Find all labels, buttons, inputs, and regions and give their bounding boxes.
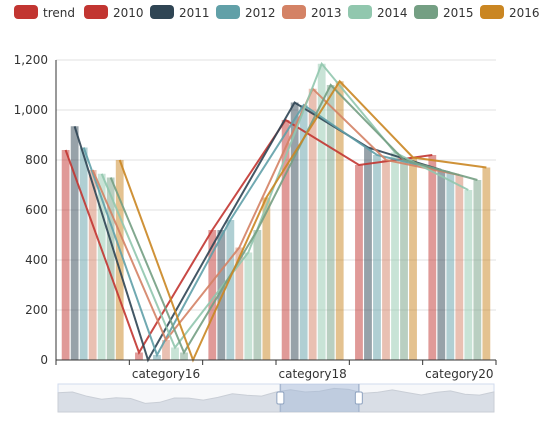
legend-label-2015[interactable]: 2015 [443, 6, 474, 20]
bar-2013-category15[interactable] [88, 170, 97, 360]
line-series-2015[interactable] [109, 83, 478, 355]
bar-2015-category17[interactable] [253, 230, 262, 360]
axes: 0 200 400 600 800 1,000 1,200 category16 categor… [14, 53, 497, 381]
bar-2016-category17[interactable] [262, 197, 271, 361]
legend-swatch-2010[interactable] [84, 5, 108, 19]
bar-2014-category18[interactable] [317, 63, 326, 360]
x-tick-label: category20 [425, 367, 493, 381]
bar-2012-category19[interactable] [373, 155, 381, 360]
legend-label-2014[interactable]: 2014 [377, 6, 408, 20]
legend-label-2011[interactable]: 2011 [179, 6, 210, 20]
bar-2015-category18[interactable] [326, 85, 335, 360]
bar-2016-category15[interactable] [115, 160, 124, 360]
bar-2013-category20[interactable] [455, 175, 464, 360]
legend-swatch-trend[interactable] [14, 5, 38, 19]
legend: trend 2010 2011 2012 2013 2014 2015 2016 [14, 5, 540, 20]
bar-2012-category15[interactable] [79, 147, 88, 361]
x-tick-label: category16 [132, 367, 200, 381]
bar-2011-category20[interactable] [437, 170, 446, 360]
bar-2010-category15[interactable] [61, 150, 70, 360]
bar-2010-category18[interactable] [281, 120, 290, 360]
bar-2011-category15[interactable] [70, 126, 79, 360]
y-tick-label: 1,000 [14, 103, 48, 117]
bar-2013-category19[interactable] [382, 160, 390, 360]
legend-swatch-2014[interactable] [348, 5, 372, 19]
x-tick-label: category18 [279, 367, 347, 381]
legend-swatch-2011[interactable] [150, 5, 174, 19]
line-series-2012[interactable] [82, 103, 451, 358]
legend-label-2012[interactable]: 2012 [245, 6, 276, 20]
bar-2012-category18[interactable] [299, 105, 308, 360]
y-tick-label: 400 [25, 253, 48, 267]
bars [61, 63, 491, 361]
legend-swatch-2016[interactable] [480, 5, 504, 19]
bar-2014-category20[interactable] [464, 190, 473, 360]
bar-2015-category15[interactable] [106, 177, 115, 361]
zoom-handle-left[interactable] [276, 391, 285, 405]
bar-2011-category19[interactable] [364, 147, 372, 361]
bar-2016-category18[interactable] [335, 81, 344, 360]
series-lines [64, 61, 487, 363]
bar-2010-category20[interactable] [428, 155, 437, 360]
bar-2011-category18[interactable] [290, 102, 299, 361]
y-tick-label: 200 [25, 303, 48, 317]
legend-label-trend[interactable]: trend [43, 6, 75, 20]
zoom-window[interactable] [280, 384, 359, 412]
line-series-2013[interactable] [91, 87, 460, 342]
zoom-preview [57, 387, 495, 413]
bar-2014-category16[interactable] [171, 347, 179, 361]
bar-2010-category19[interactable] [355, 165, 363, 360]
bar-2014-category17[interactable] [244, 252, 253, 361]
bar-2010-category16[interactable] [135, 352, 143, 361]
line-series-2011[interactable] [73, 101, 442, 363]
zoom-handle-right[interactable] [354, 391, 363, 405]
bar-2013-category16[interactable] [162, 340, 170, 360]
grid [56, 59, 496, 311]
bar-2015-category19[interactable] [400, 160, 408, 360]
bar-2016-category20[interactable] [482, 167, 491, 361]
bar-2013-category17[interactable] [235, 247, 244, 361]
bar-2012-category16[interactable] [153, 355, 161, 360]
bar-2016-category19[interactable] [409, 157, 417, 361]
datazoom-slider[interactable] [57, 383, 495, 413]
bar-2012-category17[interactable] [226, 220, 235, 360]
line-series-2010[interactable] [64, 118, 433, 355]
line-series-2014[interactable] [100, 61, 469, 350]
legend-label-2010[interactable]: 2010 [113, 6, 144, 20]
y-tick-label: 600 [25, 203, 48, 217]
bar-2012-category20[interactable] [446, 172, 455, 361]
legend-label-2013[interactable]: 2013 [311, 6, 342, 20]
y-tick-label: 0 [40, 353, 48, 367]
bar-2015-category16[interactable] [180, 352, 188, 361]
bar-2013-category18[interactable] [308, 88, 317, 360]
legend-swatch-2015[interactable] [414, 5, 438, 19]
legend-swatch-2012[interactable] [216, 5, 240, 19]
bar-2010-category17[interactable] [208, 230, 217, 360]
legend-label-2016[interactable]: 2016 [509, 6, 540, 20]
bar-2015-category20[interactable] [473, 180, 482, 360]
bar-2014-category19[interactable] [391, 152, 399, 361]
bar-2014-category15[interactable] [97, 173, 106, 360]
line-series-2016[interactable] [118, 79, 487, 363]
y-tick-label: 800 [25, 153, 48, 167]
legend-swatch-2013[interactable] [282, 5, 306, 19]
y-tick-label: 1,200 [14, 53, 48, 67]
